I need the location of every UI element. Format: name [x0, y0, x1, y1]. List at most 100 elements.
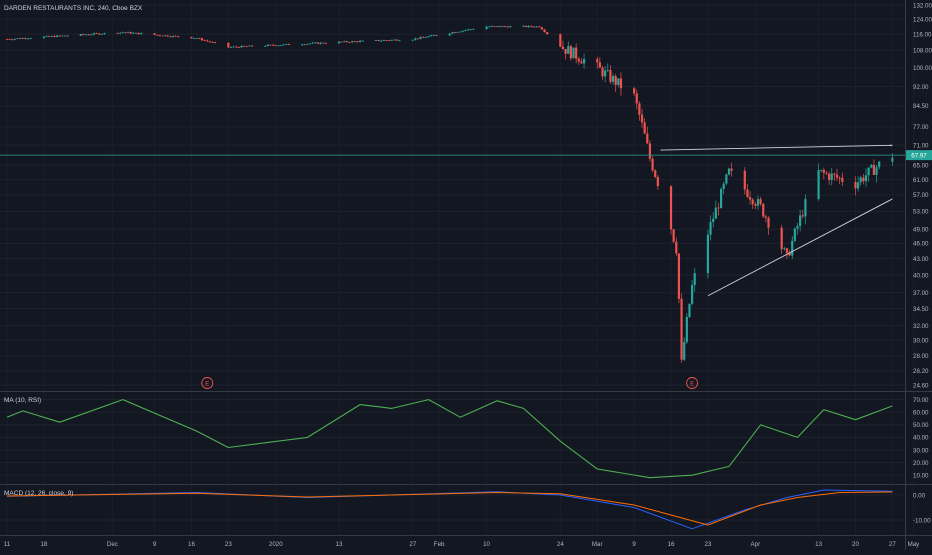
candle-body	[58, 35, 61, 37]
candle-body	[493, 26, 496, 27]
price-tick-label: 132.00	[913, 2, 932, 9]
candle-body	[767, 217, 770, 228]
candle-body	[820, 169, 823, 171]
candle-body	[727, 168, 731, 175]
candle-body	[685, 316, 688, 342]
candle-body	[788, 252, 791, 256]
macd-signal-line	[6, 491, 893, 526]
candle-body	[635, 93, 638, 104]
candle-body	[303, 44, 306, 46]
candle-body	[227, 42, 230, 48]
candle-body	[709, 221, 712, 235]
candle-body	[780, 227, 783, 250]
candle-body	[63, 35, 67, 37]
candle-body	[764, 216, 767, 218]
candle-body	[743, 170, 746, 190]
candle-body	[203, 40, 206, 42]
candle-body	[229, 47, 233, 48]
candle-body	[706, 234, 710, 274]
candle-body	[279, 45, 283, 46]
time-tick-label: 10	[483, 541, 490, 548]
price-tick-label: 34.50	[913, 306, 929, 313]
candle-body	[19, 38, 22, 40]
candle-body	[859, 177, 862, 183]
candle-body	[13, 38, 17, 40]
candle-body	[66, 35, 69, 37]
candle-body	[611, 76, 615, 82]
time-tick-label: 13	[815, 541, 822, 548]
price-tick-label: 46.00	[913, 241, 929, 248]
candle-body	[432, 35, 435, 36]
candle-body	[801, 215, 804, 217]
candle-body	[24, 38, 27, 39]
candle-body	[232, 46, 235, 48]
time-tick-label: 24	[557, 541, 564, 548]
rsi-tick-label: 10.00	[913, 472, 929, 479]
candle-body	[496, 26, 499, 27]
candle-body	[169, 36, 172, 38]
candle-body	[87, 34, 90, 36]
candle-body	[527, 25, 530, 27]
candle-body	[345, 41, 349, 43]
candle-body	[606, 69, 609, 71]
candle-body	[390, 39, 393, 41]
time-tick-label: 13	[336, 541, 343, 548]
candle-body	[79, 34, 82, 36]
time-tick-label: 27	[889, 541, 896, 548]
candle-body	[380, 40, 383, 42]
candle-body	[509, 26, 512, 28]
candle-body	[45, 36, 48, 37]
candle-body	[53, 36, 56, 37]
candle-body	[680, 298, 683, 360]
candle-body	[356, 41, 359, 43]
price-tick-label: 108.00	[913, 48, 932, 55]
candle-body	[153, 33, 156, 35]
candle-body	[841, 177, 844, 182]
price-tick-label: 71.00	[913, 143, 929, 150]
candle-body	[464, 30, 467, 31]
macd-pane[interactable]	[6, 489, 893, 530]
candle-body	[277, 45, 280, 47]
candle-body	[306, 43, 309, 45]
candle-body	[16, 38, 19, 40]
candle-body	[55, 35, 59, 37]
price-tick-label: 124.00	[913, 16, 932, 23]
candle-body	[166, 35, 169, 37]
candle-body	[793, 228, 796, 241]
time-tick-label: 27	[409, 541, 416, 548]
candle-body	[783, 248, 786, 250]
candle-body	[822, 169, 825, 173]
candle-body	[833, 173, 836, 175]
candle-body	[411, 39, 414, 41]
candle-body	[353, 41, 356, 43]
candle-body	[235, 46, 238, 48]
price-tick-label: 43.00	[913, 256, 929, 263]
rsi-pane[interactable]	[6, 399, 893, 479]
candle-body	[677, 253, 681, 299]
candle-body	[656, 176, 659, 187]
candle-body	[854, 181, 857, 189]
candle-body	[875, 167, 878, 175]
candle-body	[830, 173, 833, 180]
candle-body	[498, 26, 501, 27]
candle-body	[129, 32, 132, 34]
candle-body	[435, 35, 438, 36]
time-tick-label: 2020	[269, 541, 283, 548]
candle-body	[614, 76, 617, 85]
candle-body	[691, 284, 694, 304]
candle-body	[488, 26, 491, 28]
candle-body	[21, 38, 24, 39]
candle-body	[730, 168, 733, 171]
rsi-tick-label: 30.00	[913, 447, 929, 454]
candle-body	[506, 26, 509, 28]
candle-body	[177, 36, 180, 37]
candle-body	[211, 42, 214, 43]
candle-body	[137, 32, 140, 35]
candle-body	[524, 25, 528, 27]
candle-body	[266, 44, 269, 46]
candle-body	[398, 40, 401, 42]
time-tick-label: 16	[188, 541, 195, 548]
